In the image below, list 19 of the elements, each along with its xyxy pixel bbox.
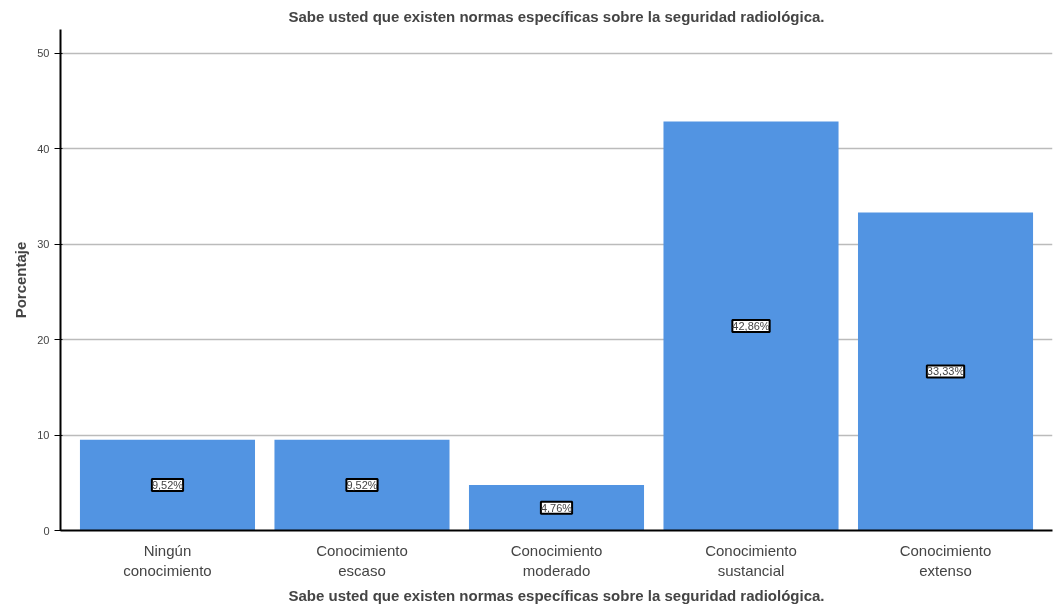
x-tick-label: Conocimiento moderado bbox=[510, 541, 603, 579]
x-tick-label: Ningún conocimiento bbox=[123, 541, 212, 579]
chart-title: Sabe usted que existen normas específicas sobre la seguridad radiológica. bbox=[288, 7, 825, 25]
bar bbox=[663, 121, 839, 531]
y-tick-label: 50 bbox=[37, 47, 50, 60]
y-tick-label: 20 bbox=[37, 333, 50, 346]
bar bbox=[857, 212, 1034, 531]
x-tick-label: Conocimiento escaso bbox=[316, 541, 408, 579]
bar bbox=[468, 485, 645, 531]
y-axis-title: Porcentaje bbox=[12, 241, 30, 319]
x-tick-label: Conocimiento sustancial bbox=[705, 541, 797, 579]
y-tick-label: 10 bbox=[37, 429, 50, 442]
x-axis-title: Sabe usted que existen normas específicas sobre la seguridad radiológica. bbox=[288, 586, 825, 604]
y-tick-label: 30 bbox=[37, 238, 50, 251]
x-tick-label: Conocimiento extenso bbox=[899, 541, 992, 579]
y-tick-label: 40 bbox=[37, 142, 50, 155]
bar bbox=[274, 439, 450, 531]
y-tick-label: 0 bbox=[43, 524, 50, 537]
bar bbox=[79, 439, 256, 531]
